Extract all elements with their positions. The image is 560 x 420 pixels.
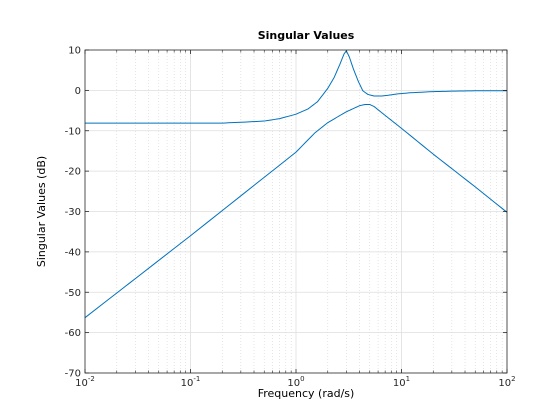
x-tick-base: 10	[181, 378, 194, 389]
y-tick-label: 0	[75, 86, 81, 97]
y-tick-label: -30	[65, 207, 81, 218]
x-tick-exponent: -2	[88, 375, 95, 383]
x-tick-exponent: 0	[300, 375, 304, 383]
y-tick-label: -60	[65, 328, 81, 339]
grid	[85, 50, 507, 373]
y-axis-label: Singular Values (dB)	[35, 156, 48, 267]
x-axis-label: Frequency (rad/s)	[258, 387, 355, 400]
x-tick-base: 10	[393, 378, 406, 389]
x-tick-label: 101	[393, 375, 410, 389]
x-tick-exponent: 1	[406, 375, 410, 383]
y-tick-label: -50	[65, 288, 81, 299]
x-tick-label: 10-1	[181, 375, 201, 389]
x-tick-label: 100	[287, 375, 304, 389]
y-tick-label: -10	[65, 126, 81, 137]
singular-value-line-1	[85, 50, 507, 124]
y-tick-label: 10	[68, 46, 81, 57]
chart-title: Singular Values	[258, 29, 355, 42]
series-layer	[84, 50, 508, 319]
x-tick-exponent: 2	[511, 375, 515, 383]
x-tick-base: 10	[287, 378, 300, 389]
x-tick-base: 10	[498, 378, 511, 389]
x-tick-label: 102	[498, 375, 515, 389]
x-tick-exponent: -1	[193, 375, 200, 383]
x-tick-base: 10	[75, 378, 88, 389]
singular-value-line-2	[84, 104, 508, 319]
y-tick-label: -70	[65, 369, 81, 380]
y-tick-label: -40	[65, 247, 81, 258]
y-tick-label: -20	[65, 167, 81, 178]
x-tick-label: 10-2	[75, 375, 95, 389]
